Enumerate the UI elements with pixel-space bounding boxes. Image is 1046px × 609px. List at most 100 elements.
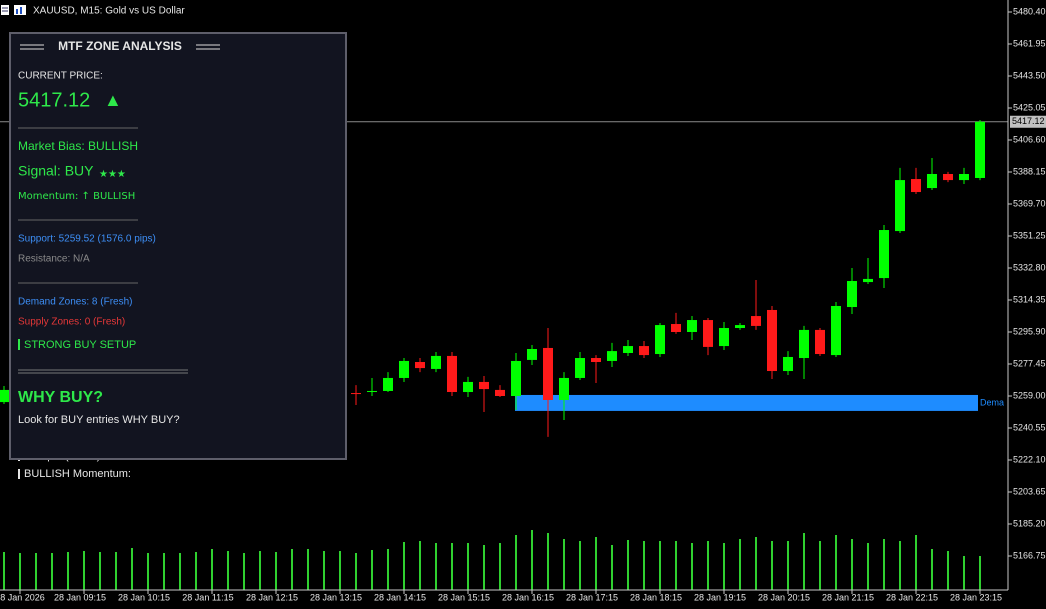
candle-body bbox=[607, 351, 617, 361]
y-tick-label: 5443.50 bbox=[1013, 70, 1046, 80]
candle-body bbox=[783, 356, 793, 372]
candle-body bbox=[751, 316, 761, 326]
candle-body bbox=[847, 281, 857, 308]
candle-body bbox=[863, 278, 873, 283]
candle-body bbox=[719, 328, 729, 347]
candle-body bbox=[479, 381, 489, 390]
demand-zones: Demand Zones: 8 (Fresh) bbox=[18, 297, 133, 308]
candle-body bbox=[623, 346, 633, 353]
candle-body bbox=[943, 173, 953, 181]
candle-body bbox=[831, 305, 841, 356]
x-tick-label: 28 Jan 12:15 bbox=[246, 592, 298, 602]
candle-body bbox=[559, 377, 569, 400]
y-tick-label: 5369.70 bbox=[1013, 198, 1046, 208]
candle-body bbox=[639, 346, 649, 356]
y-tick-label: 5166.75 bbox=[1013, 550, 1046, 560]
candle-body bbox=[447, 355, 457, 393]
candle-body bbox=[495, 389, 505, 397]
candle-body bbox=[655, 325, 665, 355]
candle-body bbox=[975, 121, 985, 178]
candle-body bbox=[799, 329, 809, 359]
x-tick-label: 28 Jan 11:15 bbox=[182, 592, 233, 602]
y-tick-label: 5222.10 bbox=[1013, 454, 1046, 464]
current-price: 5417.12 bbox=[18, 89, 90, 111]
panel-title: MTF ZONE ANALYSIS bbox=[58, 39, 182, 53]
candle-body bbox=[527, 349, 537, 360]
price-arrow: ▲ bbox=[104, 90, 122, 110]
candle-body bbox=[399, 360, 409, 378]
y-tick-label: 5185.20 bbox=[1013, 518, 1046, 528]
zone-label: Dema bbox=[980, 397, 1004, 407]
candle-body bbox=[959, 173, 969, 181]
setup: STRONG BUY SETUP bbox=[24, 339, 136, 351]
candle-body bbox=[767, 309, 777, 372]
candle-body bbox=[0, 389, 9, 403]
x-tick-label: 28 Jan 21:15 bbox=[822, 592, 874, 602]
candle-body bbox=[367, 390, 377, 393]
candle-body bbox=[575, 358, 585, 378]
candle-body bbox=[591, 358, 601, 363]
market-bias: Market Bias: BULLISH bbox=[18, 139, 138, 153]
x-tick-label: 28 Jan 16:15 bbox=[502, 592, 554, 602]
candle-body bbox=[735, 325, 745, 329]
candle-body bbox=[895, 180, 905, 232]
y-tick-label: 5480.40 bbox=[1013, 6, 1046, 16]
x-tick-label: 28 Jan 14:15 bbox=[374, 592, 426, 602]
signal: Signal: BUY bbox=[18, 163, 94, 179]
price-caption: CURRENT PRICE: bbox=[18, 71, 103, 82]
y-tick-label: 5240.55 bbox=[1013, 422, 1046, 432]
candle-body bbox=[927, 173, 937, 189]
y-tick-label: 5295.90 bbox=[1013, 326, 1046, 336]
candle-body bbox=[383, 377, 393, 391]
y-tick-label: 5314.35 bbox=[1013, 294, 1046, 304]
window-icons bbox=[1, 5, 26, 15]
x-tick-label: 28 Jan 13:15 bbox=[310, 592, 362, 602]
momentum: Momentum: ↑ BULLISH bbox=[18, 191, 135, 202]
x-tick-label: 28 Jan 09:15 bbox=[54, 592, 106, 602]
demand-zone bbox=[515, 394, 978, 411]
x-tick-label: 28 Jan 19:15 bbox=[694, 592, 746, 602]
reason: BULLISH Momentum: bbox=[24, 468, 131, 480]
candle-body bbox=[511, 360, 521, 397]
y-tick-label: 5461.95 bbox=[1013, 38, 1046, 48]
candle-body bbox=[687, 320, 697, 333]
y-tick-label: 5203.65 bbox=[1013, 486, 1046, 496]
y-tick-label: 5388.15 bbox=[1013, 166, 1046, 176]
candle-body bbox=[351, 393, 361, 395]
current-price-box bbox=[1010, 115, 1046, 128]
y-tick-label: 5425.05 bbox=[1013, 102, 1046, 112]
y-tick-label: 5351.25 bbox=[1013, 230, 1046, 240]
y-tick-label: 5277.45 bbox=[1013, 358, 1046, 368]
reason-bullet bbox=[18, 469, 20, 479]
candle-body bbox=[431, 355, 441, 369]
x-tick-label: 28 Jan 18:15 bbox=[630, 592, 682, 602]
x-tick-label: 28 Jan 2026 bbox=[0, 592, 45, 602]
y-tick-label: 5259.00 bbox=[1013, 390, 1046, 400]
current-price-tag: 5417.12 bbox=[1012, 116, 1045, 126]
analysis-panel: MTF ZONE ANALYSIS CURRENT PRICE: 5417.12… bbox=[9, 32, 347, 460]
resistance: Resistance: N/A bbox=[18, 254, 90, 265]
candle-body bbox=[815, 329, 825, 355]
support: Support: 5259.52 (1576.0 pips) bbox=[18, 234, 156, 245]
why-title: WHY BUY? bbox=[18, 389, 103, 406]
candle-body bbox=[415, 362, 425, 369]
supply-zones: Supply Zones: 0 (Fresh) bbox=[18, 317, 125, 328]
why-text: Look for BUY entries WHY BUY? bbox=[18, 414, 180, 426]
window-title: XAUUSD, M15: Gold vs US Dollar bbox=[33, 6, 185, 17]
candle-body bbox=[671, 324, 681, 333]
candle-body bbox=[543, 347, 553, 400]
candle-body bbox=[911, 179, 921, 193]
x-tick-label: 28 Jan 20:15 bbox=[758, 592, 810, 602]
candle-body bbox=[879, 230, 889, 279]
y-tick-label: 5332.80 bbox=[1013, 262, 1046, 272]
candle-body bbox=[463, 381, 473, 393]
candle-body bbox=[703, 320, 713, 347]
signal-stars: ★★★ bbox=[99, 169, 126, 180]
y-tick-label: 5406.60 bbox=[1013, 134, 1046, 144]
x-tick-label: 28 Jan 22:15 bbox=[886, 592, 938, 602]
x-tick-label: 28 Jan 15:15 bbox=[438, 592, 490, 602]
x-tick-label: 28 Jan 17:15 bbox=[566, 592, 618, 602]
x-tick-label: 28 Jan 10:15 bbox=[118, 592, 170, 602]
x-tick-label: 28 Jan 23:15 bbox=[950, 592, 1002, 602]
